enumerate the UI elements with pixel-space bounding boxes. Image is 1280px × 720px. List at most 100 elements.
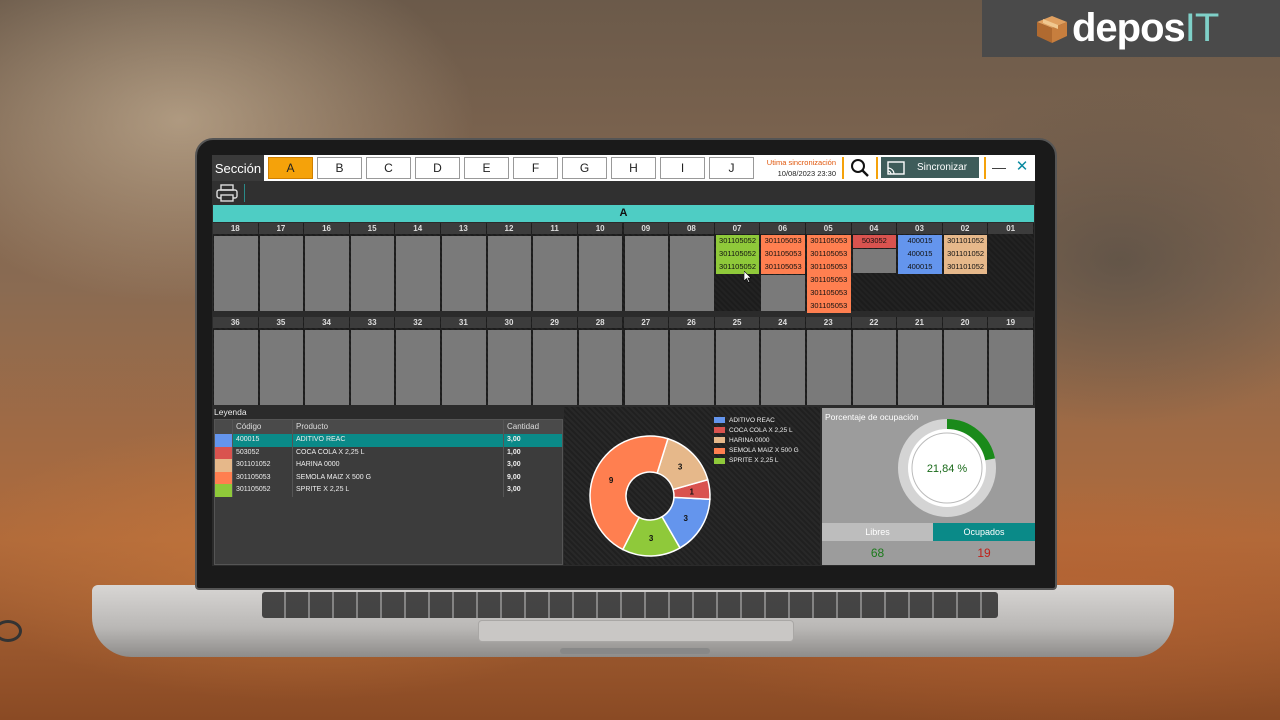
stock-item[interactable]: 503052 bbox=[852, 235, 897, 248]
empty-slot[interactable] bbox=[578, 236, 623, 311]
empty-slot[interactable] bbox=[806, 330, 851, 405]
minimize-button[interactable]: — bbox=[992, 159, 1006, 175]
empty-slot[interactable] bbox=[305, 330, 349, 405]
empty-slot[interactable] bbox=[852, 248, 897, 273]
table-row[interactable]: 400015 ADITIVO REAC 3,00 bbox=[215, 434, 562, 447]
stock-item[interactable]: 301101052 bbox=[943, 248, 988, 261]
empty-slot[interactable] bbox=[533, 236, 577, 311]
empty-slot[interactable] bbox=[350, 236, 395, 311]
pie-slice[interactable] bbox=[589, 435, 669, 551]
section-tab-b[interactable]: B bbox=[317, 157, 362, 179]
rack-column[interactable]: 24 bbox=[760, 317, 806, 405]
empty-slot[interactable] bbox=[715, 330, 760, 405]
stock-item[interactable]: 301105052 bbox=[715, 235, 760, 248]
section-tab-a[interactable]: A bbox=[268, 157, 313, 179]
rack-column[interactable]: 27 bbox=[623, 317, 670, 405]
stock-item[interactable]: 301105053 bbox=[806, 248, 851, 261]
rack-column[interactable]: 19 bbox=[988, 317, 1034, 405]
empty-slot[interactable] bbox=[396, 330, 441, 405]
empty-slot[interactable] bbox=[259, 236, 304, 311]
pie-slice[interactable] bbox=[621, 515, 682, 557]
rack-column[interactable]: 11 bbox=[532, 223, 578, 311]
stock-item[interactable]: 301105053 bbox=[761, 235, 805, 248]
rack-column[interactable]: 28 bbox=[577, 317, 624, 405]
rack-column[interactable]: 35 bbox=[258, 317, 305, 405]
empty-slot[interactable] bbox=[350, 330, 395, 405]
rack-column[interactable]: 31 bbox=[441, 317, 487, 405]
rack-column[interactable]: 29 bbox=[532, 317, 578, 405]
rack-column[interactable]: 30 bbox=[486, 317, 533, 405]
stock-item[interactable]: 301105053 bbox=[761, 261, 805, 274]
stock-item[interactable]: 400015 bbox=[898, 261, 942, 274]
section-tab-d[interactable]: D bbox=[415, 157, 460, 179]
empty-slot[interactable] bbox=[259, 330, 304, 405]
rack-column[interactable]: 23 bbox=[805, 317, 852, 405]
stock-item[interactable]: 301105053 bbox=[806, 261, 851, 274]
empty-slot[interactable] bbox=[670, 236, 714, 311]
empty-slot[interactable] bbox=[989, 330, 1033, 405]
rack-column[interactable]: 21 bbox=[897, 317, 943, 405]
stock-item[interactable]: 301101052 bbox=[943, 261, 988, 274]
empty-slot[interactable] bbox=[670, 330, 714, 405]
stock-item[interactable]: 301105053 bbox=[806, 274, 851, 287]
table-row[interactable]: 301105052 SPRITE X 2,25 L 3,00 bbox=[215, 484, 562, 497]
stock-item[interactable]: 301101052 bbox=[943, 235, 988, 248]
rack-column[interactable]: 26 bbox=[669, 317, 715, 405]
stock-item[interactable]: 301105053 bbox=[806, 300, 851, 313]
rack-column[interactable]: 02 301101052 301101052 301101052 bbox=[942, 223, 989, 311]
rack-column[interactable]: 14 bbox=[395, 223, 441, 311]
rack-column[interactable]: 07 301105052 301105052 301105052 bbox=[714, 223, 761, 311]
table-row[interactable]: 301101052 HARINA 0000 3,00 bbox=[215, 459, 562, 472]
empty-slot[interactable] bbox=[487, 236, 532, 311]
empty-slot[interactable] bbox=[943, 330, 988, 405]
rack-column[interactable]: 01 bbox=[988, 223, 1034, 311]
rack-column[interactable]: 09 bbox=[623, 223, 670, 311]
rack-column[interactable]: 32 bbox=[395, 317, 441, 405]
empty-slot[interactable] bbox=[898, 330, 942, 405]
rack-column[interactable]: 22 bbox=[851, 317, 898, 405]
empty-slot[interactable] bbox=[578, 330, 623, 405]
stock-item[interactable]: 301105053 bbox=[761, 248, 805, 261]
empty-slot[interactable] bbox=[761, 274, 805, 311]
rack-column[interactable]: 20 bbox=[942, 317, 989, 405]
empty-slot[interactable] bbox=[624, 330, 669, 405]
print-icon[interactable] bbox=[216, 184, 238, 202]
rack-column[interactable]: 36 bbox=[213, 317, 259, 405]
section-tab-c[interactable]: C bbox=[366, 157, 411, 179]
search-button[interactable] bbox=[848, 157, 872, 179]
section-tab-e[interactable]: E bbox=[464, 157, 509, 179]
rack-column[interactable]: 03 400015 400015 400015 bbox=[897, 223, 943, 311]
empty-slot[interactable] bbox=[305, 236, 349, 311]
empty-slot[interactable] bbox=[533, 330, 577, 405]
rack-column[interactable]: 12 bbox=[486, 223, 533, 311]
rack-column[interactable]: 17 bbox=[258, 223, 305, 311]
rack-column[interactable]: 33 bbox=[349, 317, 396, 405]
stock-item[interactable]: 400015 bbox=[898, 235, 942, 248]
rack-column[interactable]: 18 bbox=[213, 223, 259, 311]
rack-column[interactable]: 13 bbox=[441, 223, 487, 311]
rack-column[interactable]: 05 301105053 301105053 301105053 301105053 30… bbox=[805, 223, 852, 313]
rack-column[interactable]: 10 bbox=[577, 223, 624, 311]
empty-slot[interactable] bbox=[214, 330, 258, 405]
close-button[interactable]: ✕ bbox=[1015, 158, 1029, 175]
rack-column[interactable]: 15 bbox=[349, 223, 396, 311]
section-tab-j[interactable]: J bbox=[709, 157, 754, 179]
table-row[interactable]: 503052 COCA COLA X 2,25 L 1,00 bbox=[215, 446, 562, 459]
empty-slot[interactable] bbox=[396, 236, 441, 311]
empty-slot[interactable] bbox=[761, 330, 805, 405]
empty-slot[interactable] bbox=[442, 236, 486, 311]
empty-slot[interactable] bbox=[852, 330, 897, 405]
empty-slot[interactable] bbox=[214, 236, 258, 311]
rack-column[interactable]: 08 bbox=[669, 223, 715, 311]
section-tab-f[interactable]: F bbox=[513, 157, 558, 179]
empty-slot[interactable] bbox=[442, 330, 486, 405]
rack-column[interactable]: 06 301105053 301105053 301105053 bbox=[760, 223, 806, 311]
stock-item[interactable]: 301105052 bbox=[715, 248, 760, 261]
rack-column[interactable]: 16 bbox=[304, 223, 350, 311]
stock-item[interactable]: 400015 bbox=[898, 248, 942, 261]
section-tab-g[interactable]: G bbox=[562, 157, 607, 179]
section-tab-i[interactable]: I bbox=[660, 157, 705, 179]
rack-column[interactable]: 25 bbox=[714, 317, 761, 405]
stock-item[interactable]: 301105053 bbox=[806, 287, 851, 300]
table-row[interactable]: 301105053 SEMOLA MAIZ X 500 G 9,00 bbox=[215, 471, 562, 484]
